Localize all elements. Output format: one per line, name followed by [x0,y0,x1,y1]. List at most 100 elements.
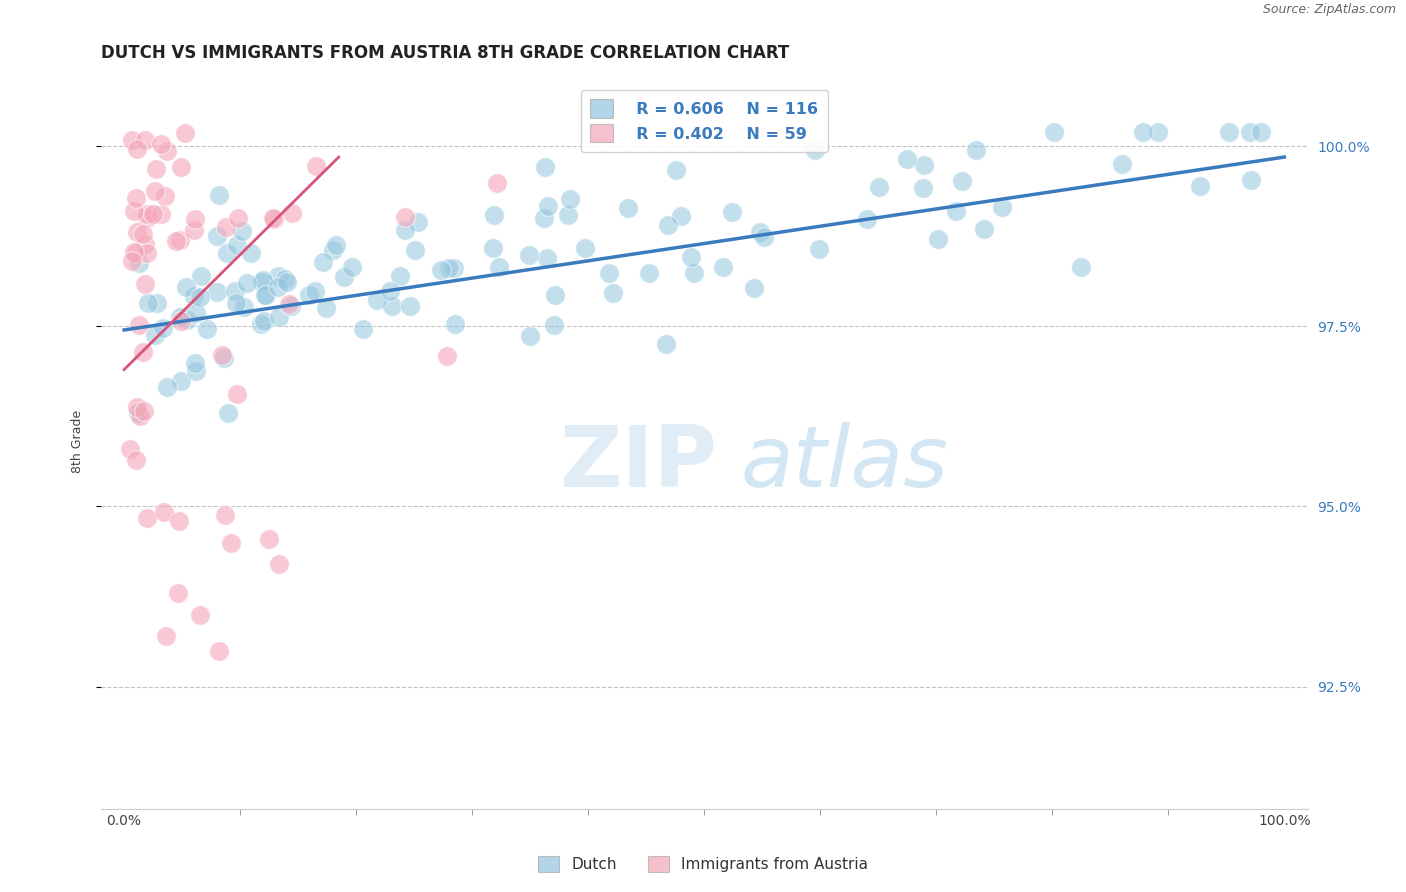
Point [665,163,688,178]
Point [558,192,581,206]
Point [482,241,505,255]
Point [276,275,298,289]
Point [165,234,187,248]
Point [226,387,249,401]
Point [973,221,995,235]
Point [430,263,453,277]
Point [748,225,770,239]
Point [752,230,775,244]
Point [598,266,620,280]
Point [215,219,238,234]
Point [135,206,157,220]
Point [443,260,465,275]
Point [439,261,461,276]
Point [136,296,159,310]
Point [990,201,1012,215]
Point [128,318,150,332]
Point [122,245,145,260]
Point [127,142,149,156]
Point [443,317,465,331]
Point [950,174,973,188]
Point [253,288,276,302]
Point [482,208,505,222]
Point [1239,173,1261,187]
Point [212,351,235,365]
Point [274,272,297,286]
Point [231,224,253,238]
Point [366,293,388,307]
Point [128,255,150,269]
Point [188,607,211,622]
Point [188,290,211,304]
Point [266,279,288,293]
Point [167,514,190,528]
Point [125,401,148,415]
Point [121,133,143,147]
Point [225,238,247,252]
Point [436,349,458,363]
Point [219,535,242,549]
Point [184,356,207,370]
Point [145,161,167,176]
Point [125,452,148,467]
Point [125,191,148,205]
Point [533,211,555,226]
Point [208,187,231,202]
Point [333,269,356,284]
Point [142,207,165,221]
Point [184,364,207,378]
Point [190,268,212,283]
Point [176,280,198,294]
Point [543,287,565,301]
Point [683,266,706,280]
Legend:   R = 0.606    N = 116,   R = 0.402    N = 59: R = 0.606 N = 116, R = 0.402 N = 59 [581,89,828,152]
Point [211,348,233,362]
Point [488,260,510,275]
Text: atlas: atlas [741,422,949,505]
Point [128,409,150,424]
Point [720,205,742,219]
Point [267,268,290,283]
Point [399,299,422,313]
Point [155,629,177,643]
Point [121,254,143,268]
Point [205,228,228,243]
Point [537,199,560,213]
Legend: Dutch, Immigrants from Austria: Dutch, Immigrants from Austria [530,848,876,880]
Point [1111,156,1133,170]
Point [807,242,830,256]
Point [855,211,877,226]
Point [742,280,765,294]
Point [381,299,404,313]
Text: DUTCH VS IMMIGRANTS FROM AUSTRIA 8TH GRADE CORRELATION CHART: DUTCH VS IMMIGRANTS FROM AUSTRIA 8TH GRA… [101,44,789,62]
Point [132,227,155,241]
Point [671,209,693,223]
Point [1070,260,1092,274]
Point [534,160,557,174]
Point [215,245,238,260]
Point [143,184,166,198]
Point [1250,125,1272,139]
Point [298,287,321,301]
Point [184,306,207,320]
Point [263,211,285,226]
Point [131,344,153,359]
Point [224,285,246,299]
Point [868,180,890,194]
Point [156,380,179,394]
Point [711,260,734,275]
Point [304,285,326,299]
Point [134,277,156,291]
Point [156,144,179,158]
Point [167,586,190,600]
Point [183,223,205,237]
Point [134,237,156,252]
Point [312,255,335,269]
Point [195,322,218,336]
Point [1147,125,1170,139]
Point [1043,125,1066,139]
Point [120,442,142,456]
Point [169,375,191,389]
Point [152,321,174,335]
Point [325,238,347,252]
